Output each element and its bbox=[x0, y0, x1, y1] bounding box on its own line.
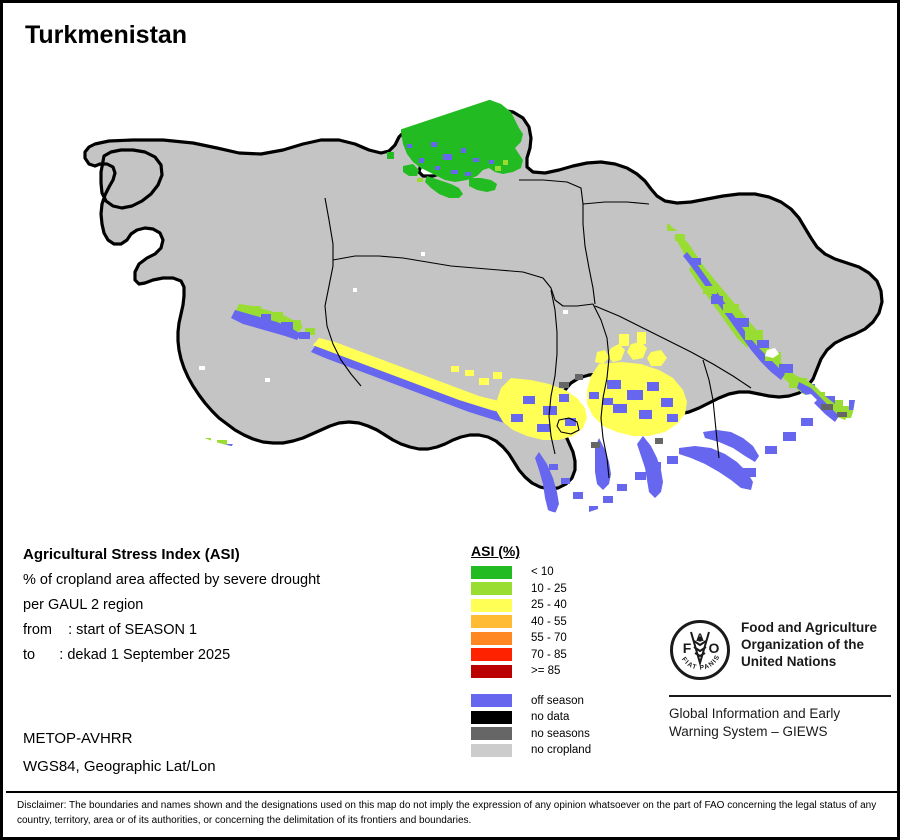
legend-row[interactable]: 10 - 25 bbox=[471, 581, 661, 598]
description-heading: Agricultural Stress Index (ASI) bbox=[23, 546, 240, 563]
no-seasons-patch-east bbox=[821, 404, 847, 417]
page-title: Turkmenistan bbox=[25, 21, 188, 49]
description-block: Agricultural Stress Index (ASI) % of cro… bbox=[23, 546, 453, 672]
legend-label: 10 - 25 bbox=[531, 582, 567, 595]
legend-label: 25 - 40 bbox=[531, 599, 567, 612]
giews-line-2: Warning System – GIEWS bbox=[669, 724, 828, 739]
fao-name-line-2: Organization of the bbox=[741, 637, 864, 652]
disclaimer-divider bbox=[6, 791, 897, 793]
description-to-line: to : dekad 1 September 2025 bbox=[23, 647, 231, 663]
legend-label: no cropland bbox=[531, 744, 592, 757]
asi-region-lebap-10-25 bbox=[667, 224, 855, 422]
svg-text:O: O bbox=[709, 640, 720, 656]
legend-row[interactable]: 25 - 40 bbox=[471, 597, 661, 614]
map-canvas[interactable] bbox=[3, 48, 897, 538]
asi-region-balkan-10-25 bbox=[231, 304, 315, 340]
legend-swatch bbox=[471, 743, 512, 757]
legend-swatch bbox=[471, 582, 512, 596]
legend-row[interactable]: < 10 bbox=[471, 564, 661, 581]
legend-row[interactable]: 40 - 55 bbox=[471, 614, 661, 631]
legend-row-no-cropland[interactable]: no cropland bbox=[471, 742, 661, 759]
legend-label: 55 - 70 bbox=[531, 632, 567, 645]
legend-row-no-data[interactable]: no data bbox=[471, 709, 661, 726]
giews-name: Global Information and Early Warning Sys… bbox=[669, 705, 894, 741]
legend-label: no data bbox=[531, 711, 570, 724]
legend-label: 40 - 55 bbox=[531, 615, 567, 628]
projection-name: WGS84, Geographic Lat/Lon bbox=[23, 758, 216, 775]
svg-text:A: A bbox=[696, 632, 704, 644]
province-boundaries bbox=[324, 179, 752, 479]
offseason-lebap bbox=[683, 252, 785, 380]
legend-swatch bbox=[471, 694, 512, 708]
legend-row-off-season[interactable]: off season bbox=[471, 693, 661, 710]
legend-label: 70 - 85 bbox=[531, 648, 567, 661]
fao-name-line-1: Food and Agriculture bbox=[741, 620, 877, 635]
no-data-speckle bbox=[153, 252, 619, 500]
offseason-speckle-north bbox=[407, 142, 494, 176]
legend-swatch bbox=[471, 631, 512, 645]
giews-line-1: Global Information and Early bbox=[669, 706, 841, 721]
disclaimer-text: Disclaimer: The boundaries and names sho… bbox=[17, 800, 877, 826]
legend-swatch bbox=[471, 710, 512, 724]
description-line-2: per GAUL 2 region bbox=[23, 597, 144, 613]
legend-label: no seasons bbox=[531, 727, 590, 740]
fao-divider bbox=[669, 695, 891, 697]
legend: ASI (%) < 10 10 - 25 25 - 40 40 - 55 55 … bbox=[471, 543, 661, 759]
legend-swatch bbox=[471, 664, 512, 678]
legend-row-no-seasons[interactable]: no seasons bbox=[471, 726, 661, 743]
legend-title: ASI (%) bbox=[471, 543, 520, 559]
legend-swatch bbox=[471, 598, 512, 612]
asi-region-ahal-mary-25-40 bbox=[311, 332, 687, 498]
legend-spacer bbox=[471, 680, 661, 693]
legend-row[interactable]: >= 85 bbox=[471, 663, 661, 680]
legend-label: off season bbox=[531, 694, 584, 707]
fao-name-line-3: United Nations bbox=[741, 654, 837, 669]
legend-label: >= 85 bbox=[531, 665, 561, 678]
no-data-hole-east bbox=[765, 348, 817, 406]
fao-logo-icon: F A O FIAT PANIS bbox=[669, 619, 731, 686]
legend-row[interactable]: 55 - 70 bbox=[471, 630, 661, 647]
legend-label: < 10 bbox=[531, 566, 554, 579]
legend-swatch bbox=[471, 565, 512, 579]
asi-fringe-north bbox=[417, 160, 508, 182]
sensor-name: METOP-AVHRR bbox=[23, 730, 133, 747]
description-from-line: from : start of SEASON 1 bbox=[23, 622, 198, 638]
sensor-block: METOP-AVHRR WGS84, Geographic Lat/Lon bbox=[23, 730, 453, 786]
legend-row[interactable]: 70 - 85 bbox=[471, 647, 661, 664]
fao-organization-name: Food and Agriculture Organization of the… bbox=[741, 619, 877, 670]
no-seasons-patch-central bbox=[559, 374, 663, 448]
svg-text:F: F bbox=[683, 640, 692, 656]
country-layer bbox=[83, 96, 884, 514]
fao-block: F A O FIAT PANIS Food and Agriculture Or… bbox=[669, 619, 894, 741]
legend-swatch bbox=[471, 648, 512, 662]
description-line-1: % of cropland area affected by severe dr… bbox=[23, 572, 321, 588]
legend-swatch bbox=[471, 615, 512, 629]
legend-swatch bbox=[471, 727, 512, 741]
